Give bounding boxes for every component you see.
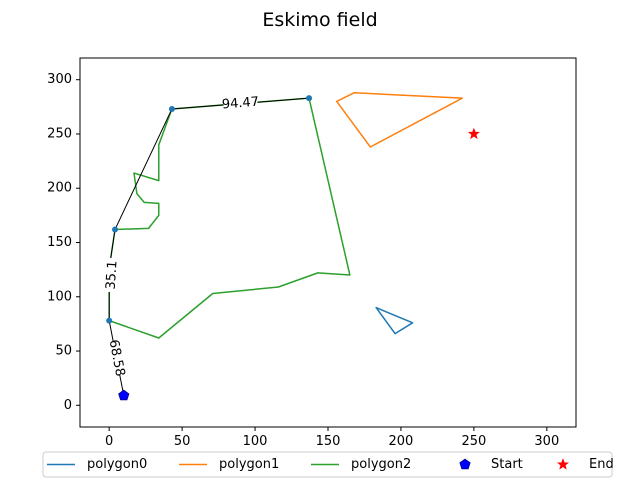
legend-item-end: End: [556, 457, 614, 472]
legend-swatch: [556, 458, 570, 470]
legend: polygon0 polygon1 polygon2 Start End: [42, 451, 614, 478]
path-vertex: [112, 226, 119, 233]
y-axis: 0 50 100 150 200 250 300: [47, 72, 80, 413]
legend-item-start: Start: [459, 457, 523, 472]
legend-swatch: [459, 458, 471, 470]
segment-label: 94.47: [221, 95, 259, 113]
marker-end: [467, 127, 480, 140]
y-tick-label: 150: [47, 235, 72, 250]
path-vertex: [306, 95, 313, 102]
segment-label: 68.58: [106, 338, 128, 377]
path-layer: 68.58 35.1 94.47: [104, 95, 313, 396]
legend-item-polygon1: polygon1: [179, 457, 279, 472]
legend-item-polygon2: polygon2: [311, 457, 411, 472]
x-axis: 0 50 100 150 200 250 300: [105, 427, 559, 449]
x-tick-label: 200: [389, 434, 414, 449]
y-tick-label: 250: [47, 126, 72, 141]
series-polygon0: [375, 306, 414, 335]
legend-label: polygon2: [351, 457, 411, 472]
legend-label: polygon1: [219, 457, 279, 472]
y-tick-label: 200: [47, 181, 72, 196]
legend-label: End: [589, 457, 614, 472]
segment-label-bg: [106, 340, 127, 377]
series-polygon2: [108, 97, 351, 339]
x-tick-label: 50: [174, 434, 191, 449]
segment-label-bg: [104, 257, 121, 293]
x-tick-label: 300: [534, 434, 559, 449]
y-tick-label: 50: [55, 344, 72, 359]
path-vertex: [106, 317, 113, 324]
x-tick-label: 250: [461, 434, 486, 449]
x-tick-label: 0: [105, 434, 113, 449]
path-line: [108, 97, 310, 396]
legend-item-polygon0: polygon0: [47, 457, 147, 472]
legend-label: Start: [491, 457, 523, 472]
y-tick-label: 300: [47, 72, 72, 87]
path-vertex: [168, 106, 175, 113]
x-tick-label: 100: [243, 434, 268, 449]
segment-label-bg: [222, 95, 258, 112]
x-tick-label: 150: [316, 434, 341, 449]
legend-label: polygon0: [87, 457, 147, 472]
y-tick-label: 100: [47, 289, 72, 304]
segment-label: 35.1: [104, 260, 121, 290]
chart-title: Eskimo field: [262, 9, 377, 31]
marker-layer: [118, 127, 480, 401]
series-polygon1: [336, 91, 463, 148]
y-tick-label: 0: [64, 398, 72, 413]
marker-start: [118, 389, 130, 401]
plot-frame: [79, 57, 577, 428]
